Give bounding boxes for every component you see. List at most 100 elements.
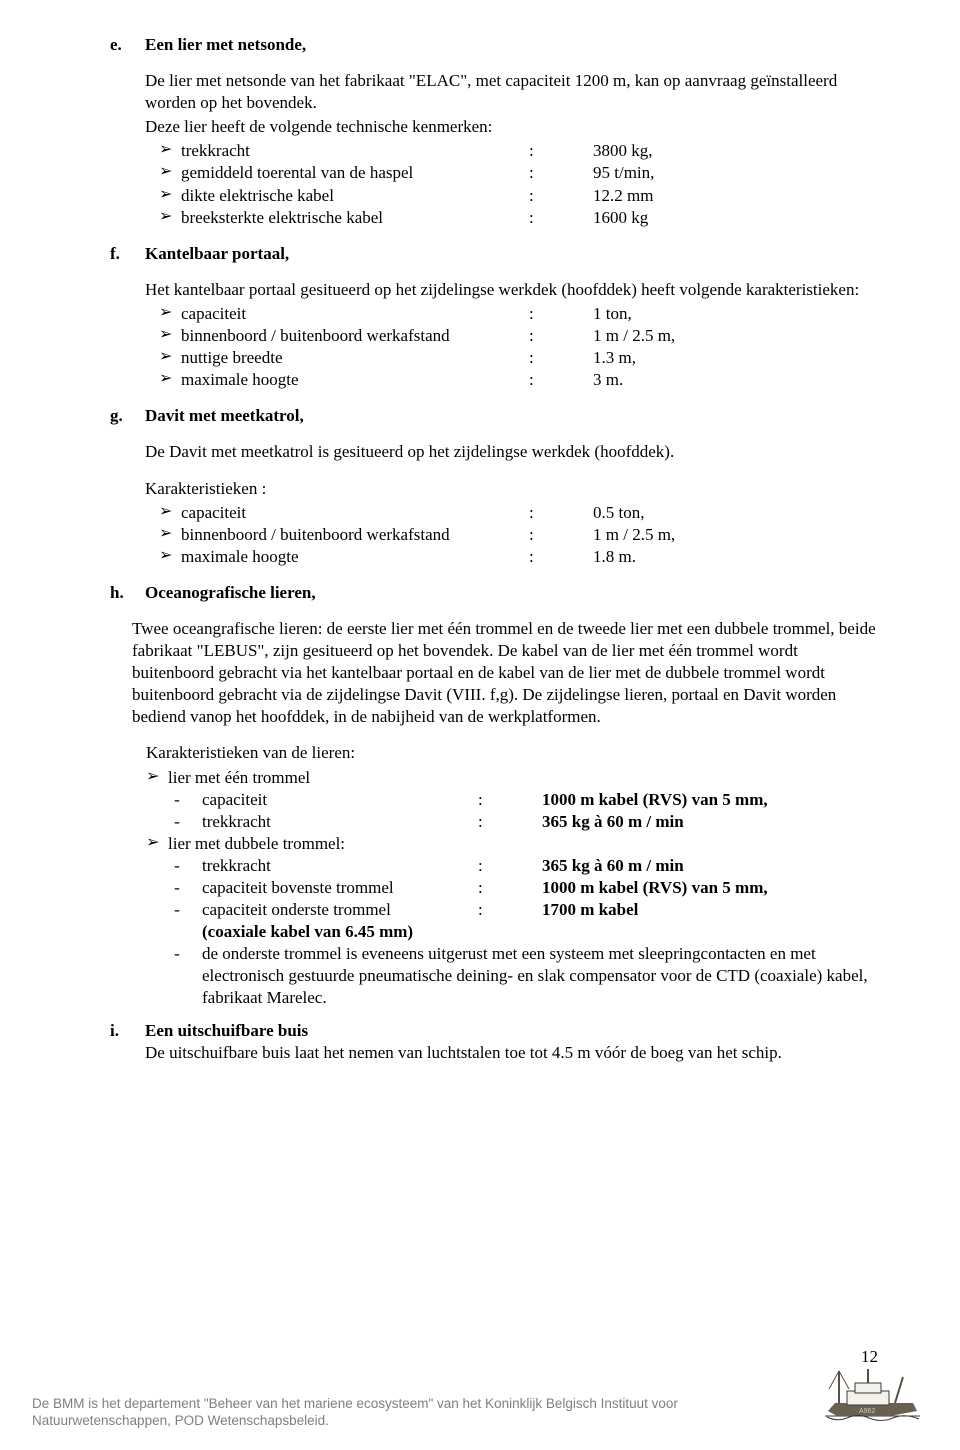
list-label: trekkracht (181, 140, 529, 162)
paragraph: De uitschuifbare buis laat het nemen van… (145, 1042, 882, 1064)
list-label: binnenboord / buitenboord werkafstand (181, 524, 529, 546)
colon: : (529, 140, 545, 162)
list-item: ➢ lier met één trommel (132, 767, 882, 789)
paragraph: Deze lier heeft de volgende technische k… (145, 116, 882, 138)
arrow-icon: ➢ (159, 207, 181, 228)
colon: : (478, 877, 494, 899)
list-item: ➢breeksterkte elektrische kabel: 1600 kg (145, 207, 882, 229)
list-label: trekkracht (202, 811, 478, 833)
section-letter: i. (110, 1020, 145, 1064)
spacer (166, 921, 188, 943)
list-value: 12.2 mm (593, 185, 653, 207)
list-item: ➢capaciteit: 1 ton, (145, 303, 882, 325)
paragraph: Twee oceangrafische lieren: de eerste li… (132, 618, 882, 728)
list-label: capaciteit (181, 502, 529, 524)
list-label: maximale hoogte (181, 546, 529, 568)
list-item: -capaciteit bovenste trommel:1000 m kabe… (166, 877, 882, 899)
sub-bullet-list: -capaciteit: 1000 m kabel (RVS) van 5 mm,… (132, 789, 882, 833)
bullet-list: ➢trekkracht:3800 kg,➢gemiddeld toerental… (145, 140, 882, 228)
colon: : (478, 811, 494, 833)
list-label: capaciteit (181, 303, 529, 325)
list-item: ➢dikte elektrische kabel: 12.2 mm (145, 185, 882, 207)
arrow-icon: ➢ (159, 140, 181, 161)
section-title: Een uitschuifbare buis (145, 1020, 882, 1042)
list-value: 3 m. (593, 369, 623, 391)
arrow-icon: ➢ (159, 502, 181, 523)
list-item: -trekkracht:365 kg à 60 m / min (166, 855, 882, 877)
section-letter: f. (110, 243, 145, 265)
section-title: Een lier met netsonde, (145, 34, 882, 56)
list-item: ➢nuttige breedte:1.3 m, (145, 347, 882, 369)
colon: : (529, 325, 545, 347)
bullet-list: ➢ lier met één trommel (132, 767, 882, 789)
paragraph: de onderste trommel is eveneens uitgerus… (202, 943, 882, 1009)
paragraph: De lier met netsonde van het fabrikaat "… (145, 70, 882, 114)
list-label: capaciteit (202, 789, 478, 811)
list-value: 1600 kg (593, 207, 648, 229)
arrow-icon: ➢ (146, 767, 168, 788)
list-item: -capaciteit: 1000 m kabel (RVS) van 5 mm, (166, 789, 882, 811)
list-item: -trekkracht:365 kg à 60 m / min (166, 811, 882, 833)
colon: : (529, 369, 545, 391)
colon: : (478, 899, 494, 921)
section-title: Davit met meetkatrol, (145, 405, 882, 427)
list-item: ➢capaciteit:0.5 ton, (145, 502, 882, 524)
list-item: ➢trekkracht: 3800 kg, (145, 140, 882, 162)
list-value: 1000 m kabel (RVS) van 5 mm, (542, 789, 768, 811)
list-value: 3800 kg, (593, 140, 653, 162)
section-h-body: Twee oceangrafische lieren: de eerste li… (132, 618, 882, 1010)
colon: : (529, 185, 545, 207)
list-value: 95 t/min, (593, 162, 654, 184)
list-label: nuttige breedte (181, 347, 529, 369)
list-item: -capaciteit onderste trommel:1700 m kabe… (166, 899, 882, 921)
list-label: capaciteit onderste trommel (202, 899, 478, 921)
bullet-list: ➢capaciteit:0.5 ton,➢binnenboord / buite… (145, 502, 882, 568)
dash-icon: - (166, 789, 188, 811)
sub-bullet-list: -trekkracht:365 kg à 60 m / min-capacite… (132, 855, 882, 921)
colon: : (478, 855, 494, 877)
section-f-heading: f. Kantelbaar portaal, (110, 243, 882, 265)
list-label: capaciteit bovenste trommel (202, 877, 478, 899)
list-value: 1700 m kabel (542, 899, 638, 921)
arrow-icon: ➢ (159, 325, 181, 346)
colon: : (478, 789, 494, 811)
list-value: 1000 m kabel (RVS) van 5 mm, (542, 877, 768, 899)
arrow-icon: ➢ (159, 347, 181, 368)
arrow-icon: ➢ (146, 833, 168, 854)
section-letter: g. (110, 405, 145, 427)
dash-icon: - (166, 811, 188, 833)
coax-line: (coaxiale kabel van 6.45 mm) (202, 921, 413, 943)
colon: : (529, 162, 545, 184)
list-item: ➢binnenboord / buitenboord werkafstand:1… (145, 524, 882, 546)
list-item: ➢ lier met dubbele trommel: (132, 833, 882, 855)
section-f-body: Het kantelbaar portaal gesitueerd op het… (145, 279, 882, 391)
list-value: 1 ton, (593, 303, 632, 325)
footer: De BMM is het departement "Beheer van he… (32, 1363, 920, 1430)
page-container: e. Een lier met netsonde, De lier met ne… (0, 0, 960, 1450)
arrow-icon: ➢ (159, 303, 181, 324)
dash-icon: - (166, 855, 188, 877)
list-label: maximale hoogte (181, 369, 529, 391)
section-g-heading: g. Davit met meetkatrol, (110, 405, 882, 427)
list-label: dikte elektrische kabel (181, 185, 529, 207)
list-label: gemiddeld toerental van de haspel (181, 162, 529, 184)
section-title: Oceanografische lieren, (145, 582, 882, 604)
arrow-icon: ➢ (159, 185, 181, 206)
section-letter: e. (110, 34, 145, 56)
list-value: 0.5 ton, (593, 502, 644, 524)
sub-bullet-list: - de onderste trommel is eveneens uitger… (132, 943, 882, 1009)
dash-icon: - (166, 943, 188, 965)
list-label: lier met één trommel (168, 767, 310, 789)
colon: : (529, 347, 545, 369)
colon: : (529, 207, 545, 229)
section-i-body: Een uitschuifbare buis De uitschuifbare … (145, 1020, 882, 1064)
colon: : (529, 303, 545, 325)
list-item: - de onderste trommel is eveneens uitger… (166, 943, 882, 1009)
section-g-body: De Davit met meetkatrol is gesitueerd op… (145, 441, 882, 567)
list-label: breeksterkte elektrische kabel (181, 207, 529, 229)
subheading: Karakteristieken van de lieren: (146, 742, 882, 764)
bullet-list: ➢ lier met dubbele trommel: (132, 833, 882, 855)
list-value: 365 kg à 60 m / min (542, 855, 684, 877)
paragraph: De Davit met meetkatrol is gesitueerd op… (145, 441, 882, 463)
paragraph: Het kantelbaar portaal gesitueerd op het… (145, 279, 882, 301)
